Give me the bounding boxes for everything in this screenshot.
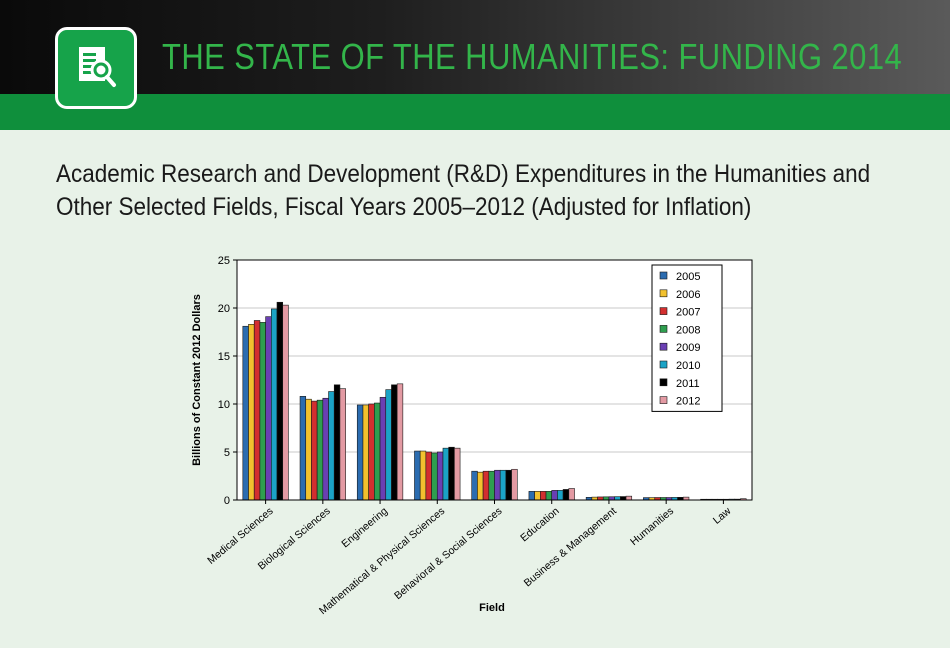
legend-swatch-2007: [659, 307, 668, 315]
x-tick-label: Behavioral & Social Sciences: [392, 505, 504, 602]
x-tick-label: Law: [711, 505, 734, 527]
bar-2006-6: [534, 491, 541, 501]
bar-2006-2: [305, 398, 312, 501]
legend-swatch-2012: [659, 396, 668, 404]
bar-2011-2: [333, 384, 341, 501]
bar-2010-4: [442, 447, 449, 501]
bar-2011-4: [448, 446, 455, 501]
legend-label-2009: 2009: [676, 342, 700, 354]
x-tick-label: Mathematical & Physical Sciences: [317, 505, 447, 617]
y-tick-label: 5: [224, 447, 230, 459]
logo: [55, 27, 137, 109]
bar-2011-1: [276, 301, 284, 501]
legend-swatch-2005: [659, 271, 668, 280]
legend-label-2010: 2010: [676, 360, 700, 372]
subtitle-line-2: Other Selected Fields, Fiscal Years 2005…: [56, 193, 752, 221]
bar-2005-1: [242, 325, 249, 501]
y-tick-label: 25: [218, 255, 230, 267]
bar-2005-6: [528, 491, 535, 501]
bar-2008-1: [259, 322, 266, 501]
bar-2006-5: [477, 471, 484, 501]
bar-2010-5: [499, 469, 507, 501]
bar-2006-3: [362, 404, 369, 501]
bar-2005-5: [471, 470, 478, 501]
bar-2006-1: [248, 324, 255, 501]
bar-2005-3: [356, 404, 364, 501]
document-search-icon: [79, 47, 116, 87]
bar-2008-6: [545, 491, 553, 501]
bar-2011-5: [505, 469, 512, 501]
bar-2010-7: [614, 496, 621, 501]
bar-2006-4: [419, 450, 427, 501]
y-axis-title: Billions of Constant 2012 Dollars: [191, 294, 203, 466]
bar-2007-6: [540, 491, 547, 501]
bar-2011-7: [620, 496, 627, 501]
bar-2012-5: [511, 468, 518, 501]
x-tick-label: Education: [518, 505, 562, 544]
bar-2011-3: [391, 384, 398, 501]
y-tick-label: 10: [218, 399, 230, 411]
bar-2005-2: [299, 396, 307, 501]
bar-2009-6: [551, 490, 558, 501]
legend-swatch-2009: [659, 342, 668, 351]
page-title: THE STATE OF THE HUMANITIES: FUNDING 201…: [162, 36, 903, 77]
y-tick-label: 0: [224, 495, 230, 507]
bar-2009-3: [379, 396, 387, 501]
y-tick-label: 20: [218, 303, 230, 315]
bar-2010-2: [328, 391, 335, 501]
legend-label-2005: 2005: [676, 271, 700, 283]
subtitle-line-1: Academic Research and Development (R&D) …: [56, 160, 871, 188]
x-tick-label: Humanities: [628, 505, 676, 548]
bar-2012-2: [339, 388, 346, 501]
bar-2007-4: [425, 451, 432, 501]
bar-2007-5: [482, 470, 490, 501]
legend-label-2012: 2012: [676, 396, 700, 408]
legend: [651, 264, 723, 412]
legend-label-2008: 2008: [676, 324, 700, 336]
legend-label-2007: 2007: [676, 307, 700, 319]
bar-2009-2: [322, 397, 329, 501]
plot-frame: [236, 259, 753, 501]
x-axis-title: Field: [479, 602, 505, 614]
bar-2008-5: [488, 470, 495, 501]
legend-label-2006: 2006: [676, 289, 700, 301]
legend-label-2011: 2011: [676, 378, 700, 390]
bar-2007-2: [311, 400, 318, 501]
bar-2005-4: [414, 450, 421, 501]
y-tick-label: 15: [218, 351, 230, 363]
bar-2010-3: [385, 389, 392, 501]
legend-swatch-2010: [659, 360, 668, 369]
bar-2011-6: [562, 489, 570, 501]
bar-2009-4: [436, 451, 444, 501]
bar-2008-2: [316, 399, 324, 501]
bar-2007-1: [253, 320, 261, 501]
x-tick-label: Business & Management: [522, 505, 619, 589]
header-banner: [0, 0, 950, 94]
bar-2009-5: [494, 469, 501, 501]
bar-2012-6: [568, 488, 575, 501]
bar-2012-4: [454, 447, 461, 501]
bar-2010-1: [271, 308, 278, 501]
bar-2007-3: [368, 403, 375, 501]
bar-2008-4: [431, 452, 438, 501]
header-stripe: [0, 94, 950, 130]
bar-2009-1: [265, 316, 272, 501]
bar-2012-7: [625, 495, 633, 501]
legend-swatch-2006: [659, 289, 668, 298]
bar-2010-6: [557, 490, 564, 501]
legend-swatch-2008: [659, 325, 668, 333]
chart-subtitle: Academic Research and Development (R&D) …: [56, 158, 871, 224]
x-tick-label: Engineering: [339, 505, 390, 550]
bar-2012-1: [282, 304, 289, 501]
bar-2008-3: [374, 402, 381, 501]
legend-swatch-2011: [659, 378, 668, 387]
bar-2012-3: [396, 383, 404, 501]
